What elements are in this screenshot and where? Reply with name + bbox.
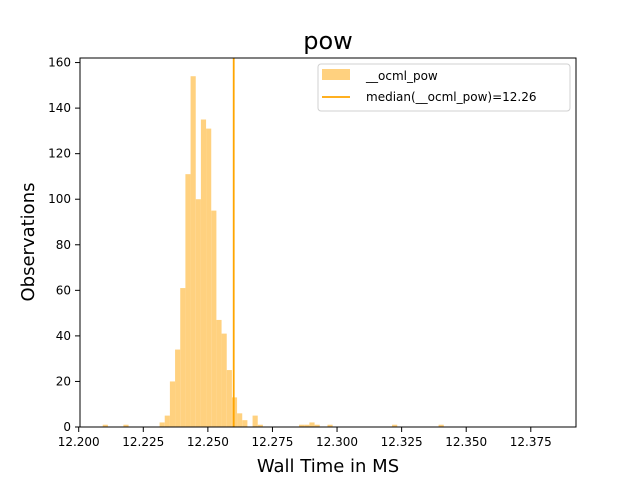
histogram-bar [159, 422, 165, 427]
y-tick-label: 40 [56, 329, 71, 343]
histogram-bar [242, 420, 248, 427]
x-tick-label: 12.300 [316, 435, 358, 449]
legend-label-histogram: __ocml_pow [365, 69, 438, 83]
y-tick-label: 60 [56, 283, 71, 297]
histogram-bar [102, 424, 108, 427]
histogram-bar [175, 349, 181, 427]
histogram-bar [304, 424, 310, 427]
x-tick-label: 12.350 [445, 435, 487, 449]
histogram-bar [221, 333, 227, 427]
x-tick-label: 12.325 [381, 435, 423, 449]
histogram-bars [102, 76, 444, 428]
legend: __ocml_pow median(__ocml_pow)=12.26 [317, 63, 571, 112]
histogram-bar [327, 424, 333, 427]
y-tick-label: 0 [63, 420, 71, 434]
x-axis-label: Wall Time in MS [257, 456, 399, 477]
histogram-bar [206, 128, 212, 428]
histogram-bar [226, 370, 232, 427]
legend-label-median: median(__ocml_pow)=12.26 [366, 90, 537, 104]
y-tick-label: 120 [48, 147, 71, 161]
histogram-bar [200, 119, 207, 427]
histogram-bar [299, 424, 305, 427]
y-tick-label: 140 [48, 101, 71, 115]
histogram-bar [123, 424, 129, 427]
histogram-bar [180, 288, 186, 427]
legend-box [317, 63, 571, 112]
chart-title: pow [303, 27, 353, 55]
histogram-bar [438, 424, 444, 427]
y-tick-label: 80 [56, 238, 71, 252]
histogram-bar [169, 381, 176, 427]
histogram-bar [216, 319, 222, 427]
x-tick-label: 12.375 [510, 435, 552, 449]
histogram-bar [314, 424, 320, 427]
histogram-bar [185, 174, 191, 427]
y-tick-label: 20 [56, 374, 71, 388]
histogram-bar [237, 413, 243, 427]
legend-swatch-histogram [322, 69, 350, 80]
x-tick-label: 12.200 [58, 435, 100, 449]
histogram-bar [211, 210, 217, 427]
y-axis-ticks: 0 20 40 60 80 100 120 140 160 [48, 56, 80, 434]
x-tick-label: 12.275 [251, 435, 293, 449]
histogram-bar [190, 76, 196, 427]
x-axis-ticks: 12.200 12.225 12.250 12.275 12.300 12.325 12.3… [58, 427, 552, 449]
y-tick-label: 160 [48, 56, 71, 70]
plot-frame [79, 57, 577, 428]
histogram-bar [252, 415, 258, 427]
y-tick-label: 100 [48, 192, 71, 206]
histogram-bar [164, 415, 170, 427]
histogram-bar [392, 424, 398, 427]
histogram-bar [257, 424, 263, 427]
histogram-bar [309, 422, 315, 427]
x-tick-label: 12.250 [187, 435, 229, 449]
x-tick-label: 12.225 [122, 435, 164, 449]
histogram-bar [195, 199, 201, 427]
y-axis-label: Observations [18, 183, 39, 302]
